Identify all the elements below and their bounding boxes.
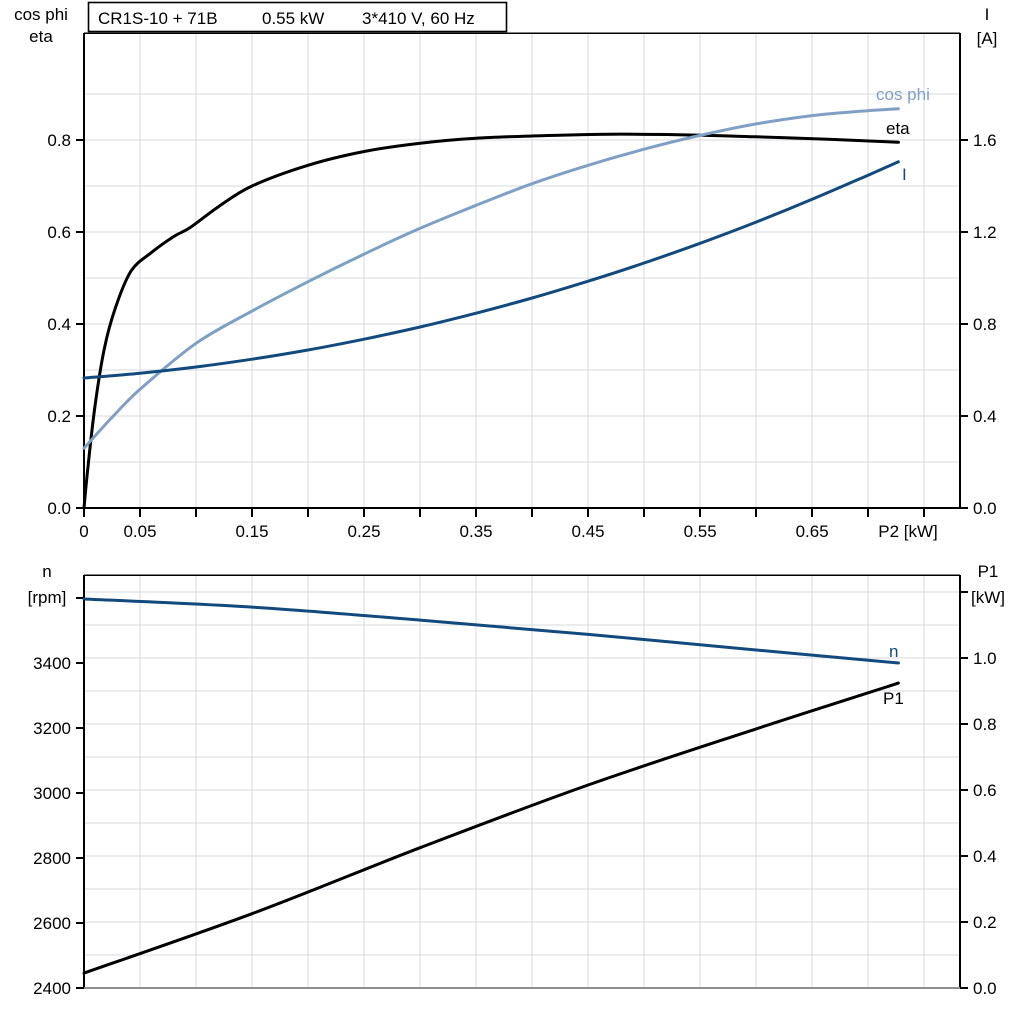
top-frame [83,32,961,510]
x-tick-label: 0.05 [123,522,156,541]
right-tick-label: 0.0 [973,979,997,998]
right-tick-label: 0.6 [973,781,997,800]
left-axis-title-line1: cos phi [14,5,68,24]
right-tick-label: 0.8 [973,315,997,334]
right-tick-label: 0.4 [973,407,997,426]
right-tick-label: 0.4 [973,847,997,866]
title-motor-power: 0.55 kW [262,9,324,28]
right-tick-label: 1.2 [973,223,997,242]
right-tick-label: 0.2 [973,913,997,932]
left-tick-label: 2600 [33,914,71,933]
left-tick-label: 0.0 [47,499,71,518]
x-tick-label: 0.65 [796,522,829,541]
top-tick-labels: 0 0.05 0.15 0.25 0.35 0.45 0.55 0.65 0.0 0.2 0.4 0.… [47,131,996,541]
left-tick-label: 0.6 [47,223,71,242]
curve-n [82,597,900,665]
x-tick-label: 0.45 [572,522,605,541]
curve-cos-phi [82,107,900,450]
title-voltage-frequency: 3*410 V, 60 Hz [362,9,475,28]
x-tick-label: 0.15 [235,522,268,541]
bottom-tick-labels: 2400 2600 2800 3000 3200 3400 0.0 0.2 0.4 0.6 0.8 1… [33,649,996,998]
left-tick-label: 3200 [33,719,71,738]
right-tick-label: 0.0 [973,499,997,518]
right-axis-title-line2: [A] [977,29,998,48]
top-gridlines [84,33,960,508]
left-tick-label: 0.4 [47,315,71,334]
title-box-frame [87,1,508,33]
curve-label-n: n [889,642,898,661]
x-tick-label: 0.55 [684,522,717,541]
title-box: CR1S-10 + 71B 0.55 kW 3*410 V, 60 Hz [87,1,508,33]
left-tick-label: 0.8 [47,131,71,150]
curve-eta [82,132,900,510]
right-axis-title-line1: I [985,5,990,24]
left-tick-label: 2400 [33,979,71,998]
left-axis-title-line2: eta [29,27,53,46]
panel-top-cosphi-eta-current: 0 0.05 0.15 0.25 0.35 0.45 0.55 0.65 0.0 0.2 0.4 0.… [47,32,997,541]
right-tick-label: 1.6 [973,131,997,150]
power-axis-title-line2: [kW] [971,588,1005,607]
left-tick-label: 0.2 [47,407,71,426]
curve-p1 [82,681,900,975]
left-tick-label: 2800 [33,849,71,868]
x-tick-label: 0.35 [460,522,493,541]
left-tick-label: 3400 [33,654,71,673]
bottom-frame [83,574,961,990]
right-tick-label: 1.0 [973,649,997,668]
curve-i [82,160,900,380]
curve-label-cos-phi: cos phi [876,85,930,104]
power-axis-title-line1: P1 [978,562,999,581]
curve-label-eta: eta [886,119,910,138]
curve-label-i: I [902,165,907,184]
panel-bottom-speed-power: 2400 2600 2800 3000 3200 3400 0.0 0.2 0.4 0.6 0.8 1… [33,574,997,998]
bottom-ticks [76,590,968,989]
speed-axis-title-line1: n [42,562,51,581]
x-tick-label: 0 [79,522,88,541]
curve-label-p1: P1 [883,689,904,708]
left-tick-label: 3000 [33,784,71,803]
right-tick-label: 0.8 [973,715,997,734]
x-axis-label-p2: P2 [kW] [878,522,938,541]
speed-axis-title-line2: [rpm] [28,588,67,607]
top-ticks [76,138,968,517]
x-tick-label: 0.25 [348,522,381,541]
title-pump-model: CR1S-10 + 71B [98,9,218,28]
